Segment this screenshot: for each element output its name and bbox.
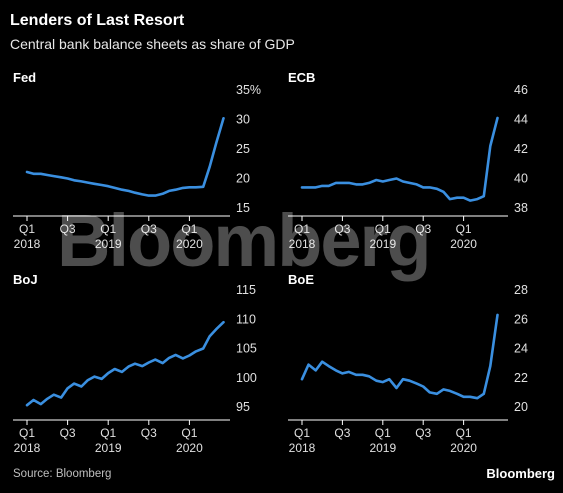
x-tick-label: Q1 — [456, 426, 472, 440]
y-tick-label: 24 — [514, 342, 528, 356]
chart-title: Lenders of Last Resort — [10, 12, 185, 29]
y-tick-label: 20 — [236, 172, 250, 186]
x-tick-year-label: 2018 — [14, 237, 41, 251]
x-tick-label: Q3 — [334, 222, 350, 236]
x-tick-label: Q1 — [181, 222, 197, 236]
x-tick-label: Q1 — [456, 222, 472, 236]
series-line — [25, 117, 225, 197]
y-tick-label: 20 — [514, 400, 528, 414]
y-tick-label: 110 — [236, 312, 256, 326]
bloomberg-logo: Bloomberg — [486, 466, 555, 481]
y-tick-label: 25 — [236, 142, 250, 156]
series-line — [25, 320, 225, 407]
x-tick-label: Q1 — [375, 222, 391, 236]
x-tick-year-label: 2019 — [95, 441, 122, 455]
x-tick-year-label: 2019 — [369, 237, 396, 251]
x-tick-label: Q1 — [100, 426, 116, 440]
x-tick-label: Q1 — [19, 222, 35, 236]
y-tick-label: 35% — [236, 83, 261, 97]
series-line — [300, 313, 499, 400]
y-tick-label: 28 — [514, 283, 528, 297]
x-tick-label: Q3 — [415, 426, 431, 440]
y-tick-label: 30 — [236, 113, 250, 127]
panel-title: BoE — [288, 272, 314, 287]
y-tick-label: 42 — [514, 142, 528, 156]
y-tick-label: 46 — [514, 83, 528, 97]
x-tick-label: Q3 — [60, 426, 76, 440]
series-line — [300, 116, 499, 202]
x-tick-label: Q3 — [415, 222, 431, 236]
x-tick-label: Q1 — [181, 426, 197, 440]
x-tick-label: Q1 — [375, 426, 391, 440]
x-tick-label: Q3 — [141, 222, 157, 236]
panel-title: Fed — [13, 70, 36, 85]
y-tick-label: 22 — [514, 371, 528, 385]
x-tick-label: Q1 — [294, 426, 310, 440]
y-tick-label: 38 — [514, 201, 528, 215]
x-tick-label: Q3 — [334, 426, 350, 440]
x-tick-year-label: 2018 — [289, 237, 316, 251]
y-tick-label: 115 — [236, 283, 256, 297]
x-tick-year-label: 2018 — [14, 441, 41, 455]
panel-title: BoJ — [13, 272, 38, 287]
panel-title: ECB — [288, 70, 315, 85]
x-tick-year-label: 2020 — [176, 237, 203, 251]
y-tick-label: 44 — [514, 113, 528, 127]
chart-subtitle: Central bank balance sheets as share of … — [10, 36, 295, 52]
x-tick-year-label: 2018 — [289, 441, 316, 455]
y-tick-label: 26 — [514, 312, 528, 326]
y-tick-label: 15 — [236, 201, 250, 215]
y-tick-label: 105 — [236, 342, 257, 356]
x-tick-label: Q1 — [19, 426, 35, 440]
x-tick-label: Q1 — [100, 222, 116, 236]
x-tick-label: Q3 — [60, 222, 76, 236]
y-tick-label: 95 — [236, 400, 250, 414]
y-tick-label: 40 — [514, 172, 528, 186]
source-note: Source: Bloomberg — [13, 468, 112, 480]
x-tick-year-label: 2020 — [176, 441, 203, 455]
x-tick-year-label: 2019 — [95, 237, 122, 251]
x-tick-year-label: 2019 — [369, 441, 396, 455]
x-tick-year-label: 2020 — [450, 237, 477, 251]
x-tick-year-label: 2020 — [450, 441, 477, 455]
x-tick-label: Q1 — [294, 222, 310, 236]
x-tick-label: Q3 — [141, 426, 157, 440]
y-tick-label: 100 — [236, 371, 257, 385]
